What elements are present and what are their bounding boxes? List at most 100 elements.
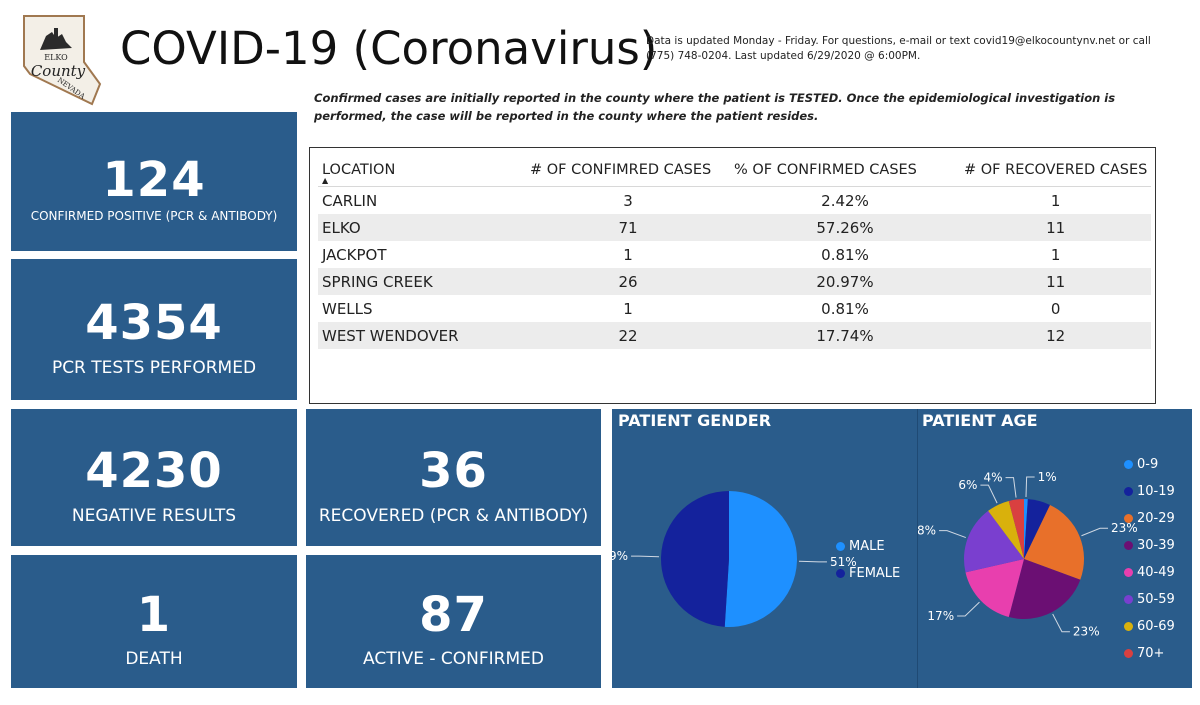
recovered-cell: 11 [960, 214, 1152, 241]
confirmed-cell: 22 [526, 322, 730, 349]
percent-cell: 17.74% [730, 322, 960, 349]
recovered-cell: 0 [1050, 299, 1061, 318]
percent-cell: 2.42% [821, 191, 869, 210]
age-leader-line [1025, 476, 1035, 498]
age-legend-item[interactable]: 60-69 [1124, 619, 1175, 634]
confirmed-tile: 124 CONFIRMED POSITIVE (PCR & ANTIBODY) [11, 112, 297, 251]
negative-value: 4230 [85, 443, 223, 499]
age-legend-item[interactable]: 0-9 [1124, 457, 1158, 472]
table-row: CARLIN 3 2.42% 1 [318, 187, 1151, 215]
age-data-label: 18% [918, 524, 936, 538]
age-leader-line [1005, 477, 1017, 498]
gender-legend-marker-icon [836, 542, 845, 551]
recovered-value: 36 [419, 443, 488, 499]
location-cell: WELLS [322, 299, 373, 318]
gender-data-label: 51% [830, 555, 857, 569]
recovered-tile: 36 RECOVERED (PCR & ANTIBODY) [306, 409, 601, 546]
age-slice-40-49[interactable] [965, 559, 1024, 618]
age-slice-20-29[interactable] [1024, 504, 1084, 580]
age-slice-50-59[interactable] [964, 510, 1024, 573]
confirmed-cell: 1 [623, 299, 633, 318]
negative-label: NEGATIVE RESULTS [71, 506, 237, 526]
age-legend-item[interactable]: 30-39 [1124, 538, 1175, 553]
death-tile: 1 DEATH [11, 555, 297, 688]
logo-county-text: County [31, 62, 86, 80]
location-cell: JACKPOT [322, 245, 387, 264]
gender-legend-marker-icon [836, 569, 845, 578]
page-title: COVID-19 (Coronavirus) [120, 22, 658, 75]
active-label: ACTIVE - CONFIRMED [363, 649, 544, 669]
age-legend-label: 50-59 [1137, 592, 1175, 607]
age-data-label: 23% [1111, 521, 1138, 535]
age-leader-line [980, 484, 998, 504]
location-header-label: LOCATION [322, 162, 396, 178]
recovered-cell: 1 [1050, 245, 1061, 264]
age-leader-line [957, 601, 980, 617]
percent-cell: 20.97% [730, 268, 960, 295]
confirmed-value: 124 [102, 152, 206, 208]
table-row: JACKPOT 1 0.81% 1 [318, 241, 1151, 268]
confirmation-note: Confirmed cases are initially reported i… [314, 91, 1116, 123]
age-legend-item[interactable]: 40-49 [1124, 565, 1175, 580]
age-data-label: 17% [927, 609, 954, 623]
age-legend-marker-icon [1124, 595, 1133, 604]
age-legend-item[interactable]: 70+ [1124, 646, 1164, 661]
percent-cell: 0.81% [821, 299, 869, 318]
active-tile: 87 ACTIVE - CONFIRMED [306, 555, 601, 688]
age-data-label: 6% [958, 478, 977, 492]
nevada-seal-icon: ELKO County NEVADA [23, 15, 102, 106]
confirmed-label: CONFIRMED POSITIVE (PCR & ANTIBODY) [30, 209, 278, 223]
age-legend-marker-icon [1124, 460, 1133, 469]
percent-cell: 57.26% [730, 214, 960, 241]
age-legend-marker-icon [1124, 514, 1133, 523]
confirmed-cell: 1 [623, 245, 633, 264]
table-row: ELKO 71 57.26% 11 [318, 214, 1152, 241]
age-chart-title: PATIENT AGE [922, 411, 1038, 430]
location-table: LOCATION ▲ # OF CONFIMRED CASES % OF CON… [318, 154, 1152, 349]
location-cell: WEST WENDOVER [318, 322, 526, 349]
recovered-cell: 1 [1050, 191, 1061, 210]
age-slice-10-19[interactable] [1024, 499, 1051, 559]
county-logo: ELKO County NEVADA [10, 14, 106, 106]
age-legend-item[interactable]: 10-19 [1124, 484, 1175, 499]
age-legend-marker-icon [1124, 541, 1133, 550]
column-header-location[interactable]: LOCATION ▲ [318, 154, 526, 187]
age-legend-label: 60-69 [1137, 619, 1175, 634]
location-cell: CARLIN [322, 191, 378, 210]
age-legend-label: 20-29 [1137, 511, 1175, 526]
gender-slice-female[interactable] [660, 491, 729, 627]
chart-divider [917, 409, 918, 688]
sort-ascending-icon: ▲ [322, 176, 329, 185]
confirmed-cell: 71 [526, 214, 730, 241]
gender-legend-item[interactable]: FEMALE [836, 566, 900, 581]
death-label: DEATH [125, 649, 183, 669]
age-leader-line [1081, 527, 1109, 537]
age-slice-60-69[interactable] [988, 500, 1024, 559]
age-legend-label: 70+ [1137, 646, 1165, 661]
age-legend-item[interactable]: 20-29 [1124, 511, 1175, 526]
table-row: WELLS 1 0.81% 0 [318, 295, 1151, 322]
column-header-percent-confirmed[interactable]: % OF CONFIRMED CASES [730, 154, 960, 187]
age-slice-70-[interactable] [1008, 499, 1024, 559]
confirmed-cell: 3 [623, 191, 633, 210]
location-cell: SPRING CREEK [318, 268, 526, 295]
age-legend-item[interactable]: 50-59 [1124, 592, 1175, 607]
age-slice-0-9[interactable] [1024, 499, 1028, 559]
gender-leader-line [631, 555, 660, 558]
tests-tile: 4354 PCR TESTS PERFORMED [11, 259, 297, 400]
active-value: 87 [419, 587, 488, 643]
age-leader-line [939, 530, 966, 539]
age-legend-label: 30-39 [1137, 538, 1175, 553]
recovered-label: RECOVERED (PCR & ANTIBODY) [318, 506, 589, 526]
column-header-recovered-cases[interactable]: # OF RECOVERED CASES [960, 154, 1152, 187]
table-row: SPRING CREEK 26 20.97% 11 [318, 268, 1152, 295]
age-slice-30-39[interactable] [1008, 559, 1081, 619]
column-header-confirmed-cases[interactable]: # OF CONFIMRED CASES [526, 154, 730, 187]
age-data-label: 1% [1038, 470, 1057, 484]
gender-legend-item[interactable]: MALE [836, 539, 885, 554]
age-legend-marker-icon [1124, 622, 1133, 631]
gender-slice-male[interactable] [724, 491, 797, 627]
location-table-panel: LOCATION ▲ # OF CONFIMRED CASES % OF CON… [309, 147, 1156, 404]
gender-legend-label: MALE [849, 539, 885, 554]
location-cell: ELKO [318, 214, 526, 241]
